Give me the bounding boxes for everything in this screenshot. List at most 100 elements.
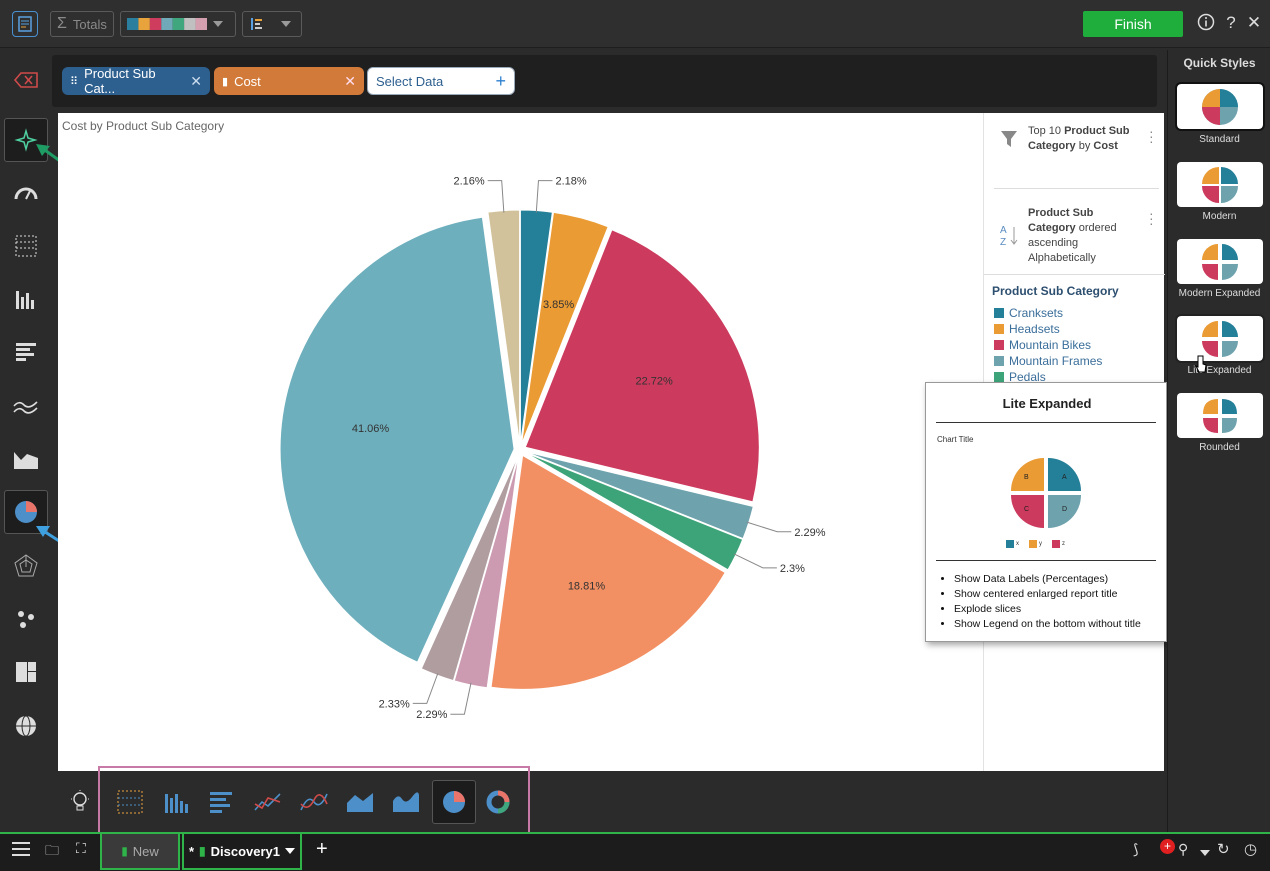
pie-data-label: 2.29% bbox=[416, 709, 447, 721]
suggest-spline-area-button[interactable] bbox=[386, 782, 426, 822]
legend-swatch bbox=[994, 356, 1004, 366]
suggest-line-button[interactable] bbox=[248, 782, 288, 822]
palette-dropdown[interactable] bbox=[120, 11, 236, 37]
close-icon[interactable]: ✕ bbox=[344, 72, 356, 89]
clear-data-icon[interactable] bbox=[12, 68, 40, 94]
pie-data-label: 3.85% bbox=[543, 299, 574, 311]
suggest-column-button[interactable] bbox=[156, 782, 196, 822]
pie-slice[interactable] bbox=[521, 211, 609, 445]
chip-cost[interactable]: ▮ Cost ✕ bbox=[214, 67, 364, 95]
suggest-pie-button[interactable] bbox=[432, 780, 476, 824]
timer-icon[interactable]: ◷ bbox=[1244, 841, 1258, 858]
lightbulb-icon[interactable] bbox=[60, 782, 100, 822]
divider bbox=[936, 560, 1156, 561]
status-bar: 🗀 ⛶ ▮ New * ▮ Discovery1 + ⟆ + ⚲ ↻ ◷ bbox=[0, 832, 1270, 871]
gauge-chart-button[interactable] bbox=[4, 170, 48, 214]
quick-styles-header: Quick Styles bbox=[1183, 56, 1256, 70]
radar-icon bbox=[14, 554, 38, 577]
close-icon[interactable]: ✕ bbox=[190, 72, 202, 89]
table-chart-button[interactable] bbox=[4, 224, 48, 268]
finish-button[interactable]: Finish bbox=[1083, 11, 1183, 37]
pie-chart-icon bbox=[443, 791, 465, 813]
chart-type-rail bbox=[0, 112, 52, 832]
scatter-chart-button[interactable] bbox=[4, 597, 48, 641]
add-tab-button[interactable]: + bbox=[316, 838, 328, 860]
area-chart-button[interactable] bbox=[4, 437, 48, 481]
chevron-down-icon bbox=[281, 21, 291, 27]
pie-data-label: 2.29% bbox=[794, 527, 825, 539]
suggest-bar-button[interactable] bbox=[202, 782, 242, 822]
legend-item[interactable]: Headsets bbox=[994, 322, 1060, 336]
suggest-spline-button[interactable] bbox=[294, 782, 334, 822]
more-options-icon[interactable]: · · · bbox=[1149, 123, 1154, 149]
chevron-down-icon[interactable] bbox=[285, 848, 296, 854]
signal-icon[interactable]: ⟆ bbox=[1133, 841, 1139, 857]
legend-swatch bbox=[994, 324, 1004, 334]
legend-label: Mountain Frames bbox=[1009, 354, 1103, 368]
pie-data-label: 18.81% bbox=[568, 581, 606, 593]
hamburger-menu-icon[interactable] bbox=[12, 842, 30, 858]
tab-new[interactable]: ▮ New bbox=[100, 834, 180, 870]
chevron-down-icon[interactable] bbox=[1200, 850, 1210, 856]
chip-product-sub-category[interactable]: ⠿ Product Sub Cat... ✕ bbox=[62, 66, 210, 96]
pin-icon[interactable]: ⚲ bbox=[1178, 841, 1189, 857]
grid-icon: ⠿ bbox=[70, 75, 79, 88]
top-n-filter[interactable]: Top 10 Product Sub Category by Cost · · · bbox=[994, 123, 1159, 189]
totals-button[interactable]: Σ Totals bbox=[50, 11, 114, 37]
tab-label: Discovery1 bbox=[210, 843, 281, 859]
select-data-button[interactable]: Select Data + bbox=[367, 67, 515, 95]
style-pie-icon bbox=[1202, 166, 1238, 203]
suggest-donut-button[interactable] bbox=[478, 782, 518, 822]
close-icon[interactable]: ✕ bbox=[1246, 13, 1262, 32]
treemap-chart-button[interactable] bbox=[4, 650, 48, 694]
legend-label: Pedals bbox=[1009, 370, 1046, 384]
top-n-prefix: Top 10 bbox=[1028, 125, 1065, 137]
style-pie-icon bbox=[1202, 243, 1238, 280]
tooltip-bullet: Show Data Labels (Percentages) bbox=[954, 572, 1164, 587]
suggest-table-button[interactable] bbox=[110, 782, 150, 822]
area-chart-icon bbox=[14, 452, 38, 469]
preview-legend-label: y bbox=[1039, 541, 1042, 547]
notification-badge[interactable]: + bbox=[1160, 839, 1175, 854]
tooltip-bullet: Show Legend on the bottom without title bbox=[954, 617, 1164, 632]
help-icon[interactable]: ? bbox=[1226, 13, 1236, 32]
radar-chart-button[interactable] bbox=[4, 544, 48, 588]
auto-chart-button[interactable] bbox=[4, 118, 48, 162]
tab-discovery1[interactable]: * ▮ Discovery1 bbox=[182, 834, 302, 870]
map-chart-button[interactable] bbox=[4, 704, 48, 748]
legend-item[interactable]: Mountain Frames bbox=[994, 354, 1102, 368]
folder-icon[interactable]: 🗀 bbox=[45, 842, 59, 858]
palette-color-swatch bbox=[184, 18, 196, 30]
legend-item[interactable]: Cranksets bbox=[994, 306, 1063, 320]
legend-item[interactable]: Mountain Bikes bbox=[994, 338, 1091, 352]
refresh-icon[interactable]: ↻ bbox=[1217, 841, 1230, 858]
bar-chart-button[interactable] bbox=[4, 330, 48, 374]
line-chart-button[interactable] bbox=[4, 384, 48, 428]
legend-item[interactable]: Pedals bbox=[994, 370, 1046, 384]
pie-slice[interactable] bbox=[490, 454, 726, 690]
mouse-cursor-icon bbox=[1194, 355, 1207, 373]
presentation-icon[interactable]: ⛶ bbox=[76, 840, 86, 856]
label-leader-line bbox=[450, 682, 472, 715]
gauge-icon bbox=[14, 187, 38, 200]
layout-dropdown[interactable] bbox=[242, 11, 302, 37]
pie-slice[interactable] bbox=[279, 216, 515, 663]
quick-style-lite-expanded[interactable] bbox=[1175, 314, 1265, 363]
quick-style-standard[interactable] bbox=[1175, 82, 1265, 131]
tooltip-title: Lite Expanded bbox=[1002, 396, 1092, 411]
style-tooltip: Lite Expanded Chart Title A B C D x y z … bbox=[925, 382, 1167, 642]
quick-style-rounded[interactable] bbox=[1177, 393, 1263, 438]
pie-chart-button[interactable] bbox=[4, 490, 48, 534]
quick-style-modern-expanded[interactable] bbox=[1177, 239, 1263, 284]
pie-slice[interactable] bbox=[524, 229, 760, 503]
suggest-area-button[interactable] bbox=[340, 782, 380, 822]
app-menu-icon[interactable] bbox=[12, 11, 38, 37]
more-options-icon[interactable]: · · · bbox=[1149, 205, 1154, 231]
quick-style-modern[interactable] bbox=[1177, 162, 1263, 207]
column-chart-button[interactable] bbox=[4, 277, 48, 321]
top-n-measure: Cost bbox=[1093, 140, 1118, 152]
bar-chart-icon bbox=[16, 343, 36, 361]
label-leader-line bbox=[733, 553, 777, 569]
info-icon[interactable] bbox=[1196, 13, 1216, 33]
